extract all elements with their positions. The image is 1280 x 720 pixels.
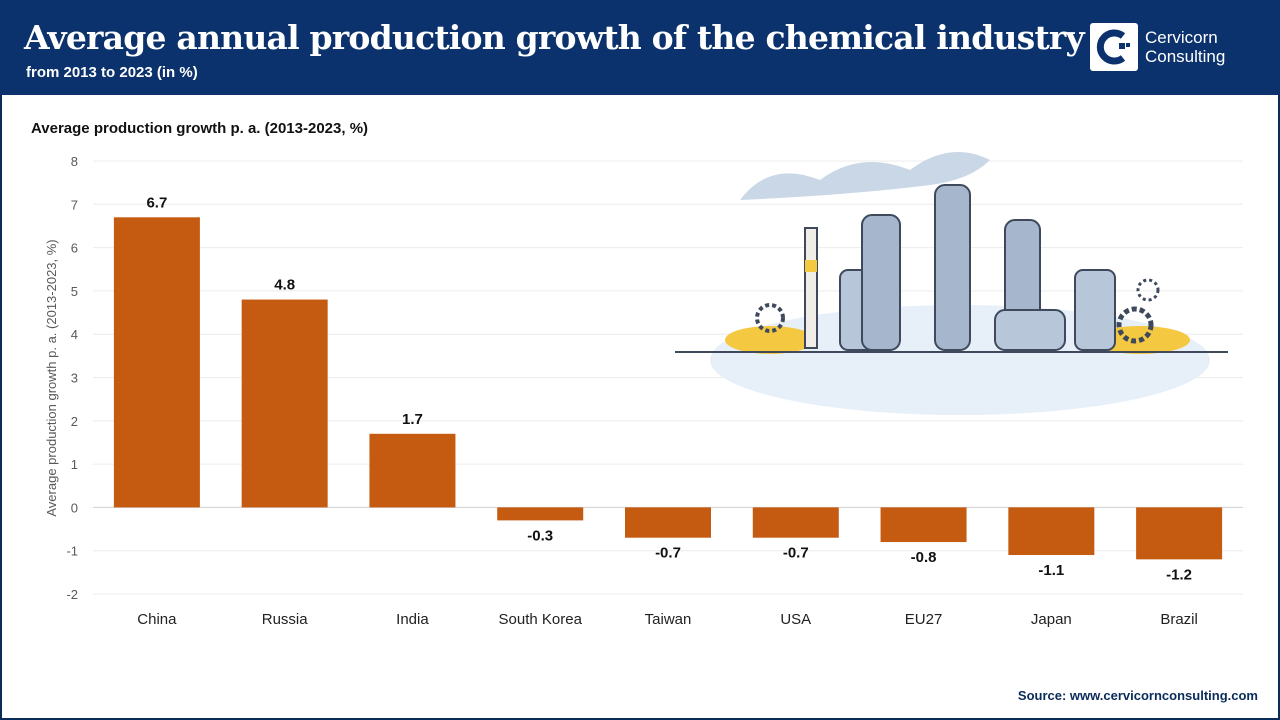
x-tick-label: Japan xyxy=(1031,611,1072,628)
bar-south-korea xyxy=(497,507,584,521)
data-label: -1.1 xyxy=(1038,562,1064,579)
company-logo: Cervicorn Consulting xyxy=(1090,23,1225,71)
bar-russia xyxy=(241,299,328,508)
bar-eu27 xyxy=(880,507,967,543)
x-tick-label: India xyxy=(396,611,429,628)
data-label: 6.7 xyxy=(146,194,167,211)
x-tick-label: Russia xyxy=(262,611,309,628)
source-note: Source: www.cervicornconsulting.com xyxy=(1017,688,1258,703)
page-title: Average annual production growth of the … xyxy=(24,18,1085,57)
bar-taiwan xyxy=(625,507,711,538)
chart-title: Average production growth p. a. (2013-20… xyxy=(31,120,369,137)
page-subtitle: from 2013 to 2023 (in %) xyxy=(26,64,198,81)
x-tick-label: Brazil xyxy=(1160,611,1198,628)
x-tick-label: South Korea xyxy=(499,611,583,628)
data-label: -0.7 xyxy=(783,545,809,562)
header-banner: Average annual production growth of the … xyxy=(0,0,1280,95)
data-label: 4.8 xyxy=(274,277,295,294)
logo-text-line2: Consulting xyxy=(1145,47,1226,66)
x-tick-label: China xyxy=(137,611,177,628)
x-tick-label: USA xyxy=(780,611,811,628)
data-label: -0.8 xyxy=(911,549,937,566)
data-label: -1.2 xyxy=(1166,566,1192,583)
y-tick-label: -1 xyxy=(66,544,78,559)
logo-text-line1: Cervicorn xyxy=(1145,28,1218,47)
bar-china xyxy=(113,217,200,508)
y-tick-label: 7 xyxy=(71,197,78,212)
y-tick-label: 3 xyxy=(71,371,78,386)
y-tick-label: 8 xyxy=(71,154,78,169)
y-tick-label: 4 xyxy=(71,327,78,342)
data-label: -0.7 xyxy=(655,545,681,562)
y-tick-label: -2 xyxy=(66,587,78,602)
bar-japan xyxy=(1008,507,1095,556)
data-label: 1.7 xyxy=(402,411,423,428)
x-tick-label: EU27 xyxy=(905,611,943,628)
data-label: -0.3 xyxy=(527,527,553,544)
x-tick-label: Taiwan xyxy=(645,611,692,628)
y-axis-label: Average production growth p. a. (2013-20… xyxy=(44,239,59,516)
bar-brazil xyxy=(1136,507,1223,560)
chemical-plant-illustration xyxy=(675,152,1228,415)
y-tick-label: 6 xyxy=(71,241,78,256)
y-tick-label: 2 xyxy=(71,414,78,429)
bar-india xyxy=(369,433,456,508)
logo-mark-icon xyxy=(1090,23,1138,71)
y-tick-label: 0 xyxy=(71,500,78,515)
y-tick-label: 5 xyxy=(71,284,78,299)
y-tick-label: 1 xyxy=(71,457,78,472)
bar-usa xyxy=(752,507,839,538)
